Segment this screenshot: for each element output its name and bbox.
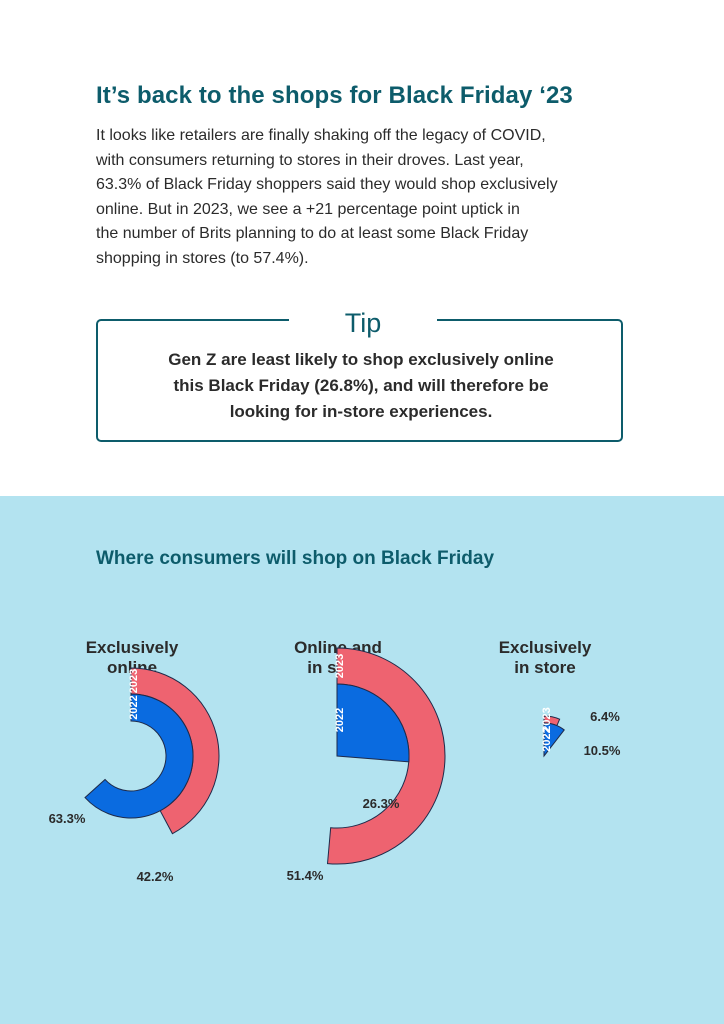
data-label-2022: 26.3%: [363, 796, 400, 811]
data-label-2023: 51.4%: [287, 868, 324, 883]
series-tag-2023: 2023: [334, 654, 346, 678]
tip-line: Gen Z are least likely to shop exclusive…: [168, 350, 554, 369]
tip-label: Tip: [289, 305, 437, 341]
bar-2022: [84, 693, 194, 819]
data-label-2023: 6.4%: [590, 709, 620, 724]
data-label-2023: 42.2%: [137, 869, 174, 884]
chart-title: Where consumers will shop on Black Frida…: [96, 548, 495, 569]
intro-line: with consumers returning to stores in th…: [96, 151, 524, 169]
series-tag-2022: 2022: [334, 708, 346, 732]
page-title: It’s back to the shops for Black Friday …: [96, 82, 573, 109]
category-title-exclusively-in-store: Exclusively in store: [470, 638, 620, 678]
series-tag-2022: 2022: [128, 695, 140, 719]
series-tag-2022: 2022: [541, 727, 553, 751]
bar-2022: [543, 722, 565, 758]
intro-line: online. But in 2023, we see a +21 percen…: [96, 200, 520, 218]
radial-chart-1: 2023 2022 42.2% 63.3%: [49, 667, 220, 884]
intro-paragraph: It looks like retailers are finally shak…: [96, 124, 636, 271]
intro-line: It looks like retailers are finally shak…: [96, 127, 546, 144]
intro-line: the number of Brits planning to do at le…: [96, 225, 529, 242]
tip-line: looking for in-store experiences.: [229, 402, 493, 421]
category-title-line: Exclusively: [85, 638, 179, 657]
data-label-2022: 63.3%: [49, 811, 86, 826]
category-title-line: Exclusively: [498, 638, 592, 657]
chart-section: [0, 496, 724, 1024]
series-tag-2023: 2023: [541, 707, 553, 731]
intro-line: shopping in stores (to 57.4%).: [96, 249, 309, 267]
intro-line: 63.3% of Black Friday shoppers said they…: [96, 176, 558, 193]
radial-chart-2: 2023 2022 51.4% 26.3%: [287, 647, 446, 883]
category-title-line: in store: [514, 658, 576, 677]
tip-text: Gen Z are least likely to shop exclusive…: [120, 347, 602, 425]
tip-line: this Black Friday (26.8%), and will ther…: [173, 376, 549, 395]
series-tag-2023: 2023: [128, 669, 140, 693]
data-label-2022: 10.5%: [584, 743, 621, 758]
bar-2022: [336, 683, 410, 763]
